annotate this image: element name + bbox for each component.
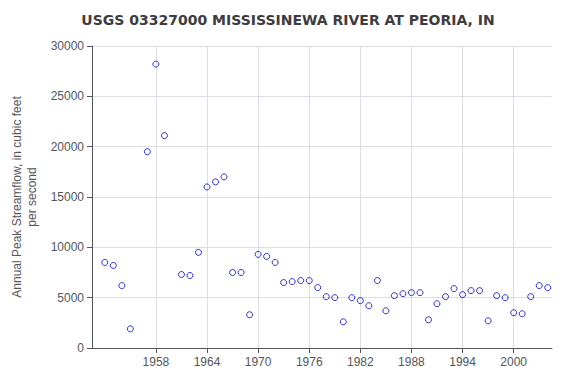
svg-text:30000: 30000 (51, 39, 85, 53)
svg-text:1994: 1994 (449, 355, 476, 369)
svg-text:5000: 5000 (57, 291, 84, 305)
svg-text:1970: 1970 (245, 355, 272, 369)
svg-text:25000: 25000 (51, 89, 85, 103)
svg-text:per second: per second (25, 167, 39, 226)
svg-text:1958: 1958 (143, 355, 170, 369)
svg-text:1982: 1982 (347, 355, 374, 369)
svg-text:Annual Peak Streamflow, in cub: Annual Peak Streamflow, in cubic feet (10, 96, 24, 298)
svg-text:2000: 2000 (500, 355, 527, 369)
svg-text:1964: 1964 (194, 355, 221, 369)
svg-text:1976: 1976 (296, 355, 323, 369)
svg-text:USGS 03327000 MISSISSINEWA RIV: USGS 03327000 MISSISSINEWA RIVER AT PEOR… (81, 12, 494, 28)
svg-text:15000: 15000 (51, 190, 85, 204)
svg-text:20000: 20000 (51, 140, 85, 154)
svg-text:1988: 1988 (398, 355, 425, 369)
svg-text:10000: 10000 (51, 240, 85, 254)
svg-text:0: 0 (77, 341, 84, 355)
